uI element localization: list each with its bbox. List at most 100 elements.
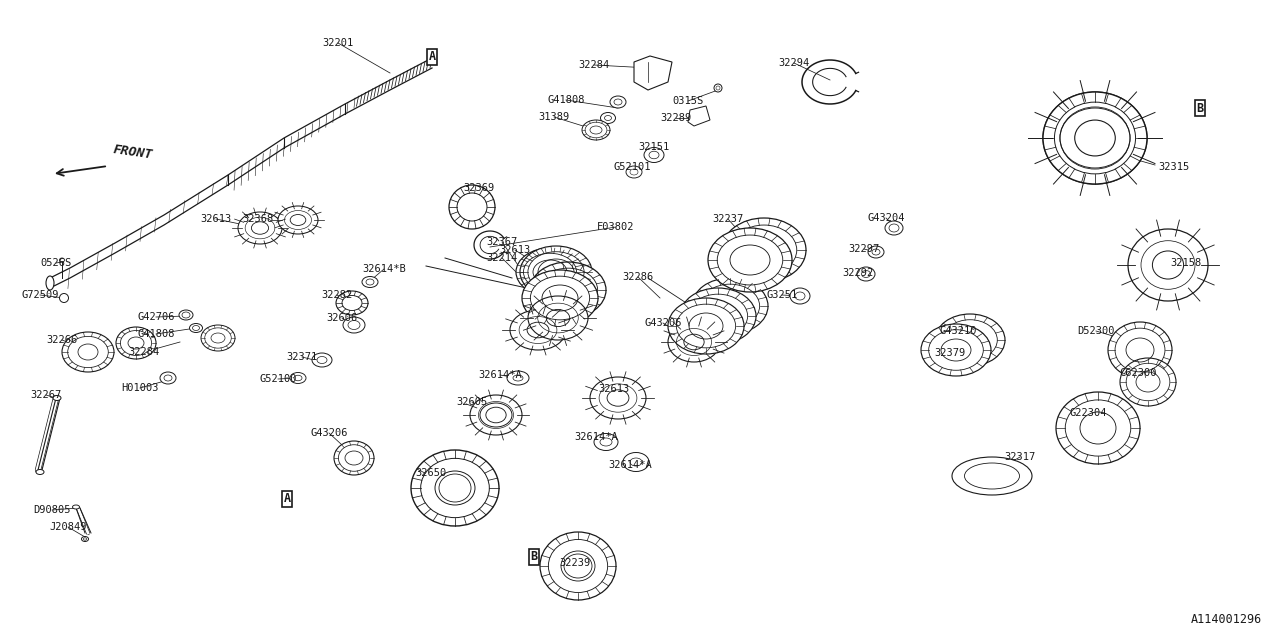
Text: A114001296: A114001296 — [1190, 613, 1262, 626]
Text: 32614*A: 32614*A — [608, 460, 652, 470]
Text: 32613: 32613 — [598, 384, 630, 394]
Ellipse shape — [1120, 358, 1176, 406]
Ellipse shape — [449, 185, 495, 229]
Text: D52300: D52300 — [1078, 326, 1115, 336]
Ellipse shape — [362, 276, 378, 287]
Text: D90805: D90805 — [33, 505, 70, 515]
Ellipse shape — [411, 450, 499, 526]
Ellipse shape — [582, 120, 611, 140]
Ellipse shape — [61, 332, 114, 372]
Polygon shape — [689, 106, 710, 126]
Ellipse shape — [714, 84, 722, 92]
Text: 32315: 32315 — [1158, 162, 1189, 172]
Ellipse shape — [335, 291, 369, 315]
Ellipse shape — [884, 221, 902, 235]
Text: 32379: 32379 — [934, 348, 965, 358]
Text: G41808: G41808 — [137, 329, 175, 339]
Ellipse shape — [238, 212, 282, 244]
Ellipse shape — [334, 441, 374, 475]
Text: 32613: 32613 — [201, 214, 232, 224]
Ellipse shape — [470, 395, 522, 435]
Ellipse shape — [36, 470, 44, 474]
Text: G43206: G43206 — [644, 318, 682, 328]
Text: 32367: 32367 — [486, 237, 517, 247]
Text: 32284: 32284 — [579, 60, 609, 70]
Text: 32292: 32292 — [842, 268, 874, 278]
Text: 32267: 32267 — [31, 390, 61, 400]
Ellipse shape — [722, 218, 806, 282]
Ellipse shape — [590, 377, 646, 419]
Ellipse shape — [668, 322, 719, 362]
Text: G43206: G43206 — [310, 428, 348, 438]
Ellipse shape — [520, 246, 591, 298]
Ellipse shape — [116, 327, 156, 359]
Text: FRONT: FRONT — [113, 143, 154, 162]
Ellipse shape — [540, 532, 616, 600]
Text: 32282: 32282 — [321, 290, 352, 300]
Text: 32614*A: 32614*A — [479, 370, 522, 380]
Text: 32605: 32605 — [457, 397, 488, 407]
Text: B: B — [1197, 102, 1203, 115]
Text: 31389: 31389 — [539, 112, 570, 122]
Ellipse shape — [73, 505, 79, 509]
Text: 0315S: 0315S — [672, 96, 704, 106]
Text: 32297: 32297 — [849, 244, 879, 254]
Text: G72509: G72509 — [22, 290, 59, 300]
Ellipse shape — [516, 248, 584, 296]
Ellipse shape — [952, 457, 1032, 495]
Text: 32614*A: 32614*A — [575, 432, 618, 442]
Text: G3251: G3251 — [767, 290, 797, 300]
Text: 32289: 32289 — [660, 113, 691, 123]
Ellipse shape — [509, 310, 566, 350]
Text: G41808: G41808 — [548, 95, 585, 105]
Text: 32317: 32317 — [1005, 452, 1036, 462]
Text: 32266: 32266 — [46, 335, 78, 345]
Ellipse shape — [708, 228, 792, 292]
Polygon shape — [634, 56, 672, 90]
Text: 32371: 32371 — [287, 352, 317, 362]
Text: G22304: G22304 — [1069, 408, 1107, 418]
Ellipse shape — [46, 276, 54, 290]
Text: G52101: G52101 — [613, 162, 650, 172]
Ellipse shape — [626, 166, 643, 178]
Text: G52100: G52100 — [260, 374, 297, 384]
Ellipse shape — [529, 296, 588, 340]
Ellipse shape — [82, 536, 88, 541]
Text: 32614*B: 32614*B — [362, 264, 406, 274]
Ellipse shape — [692, 278, 768, 334]
Ellipse shape — [160, 372, 177, 384]
Ellipse shape — [858, 267, 876, 281]
Text: 32286: 32286 — [622, 272, 654, 282]
Text: 32158: 32158 — [1170, 258, 1201, 268]
Ellipse shape — [644, 147, 664, 163]
Ellipse shape — [343, 317, 365, 333]
Ellipse shape — [1128, 229, 1208, 301]
Ellipse shape — [189, 323, 202, 333]
Ellipse shape — [59, 294, 69, 303]
Text: 32151: 32151 — [639, 142, 669, 152]
Ellipse shape — [1108, 322, 1172, 378]
Text: B: B — [530, 550, 538, 563]
Text: 32239: 32239 — [559, 558, 590, 568]
Text: A: A — [429, 51, 435, 63]
Text: 32294: 32294 — [778, 58, 810, 68]
Ellipse shape — [1043, 92, 1147, 184]
Ellipse shape — [868, 246, 884, 258]
Text: 0526S: 0526S — [41, 258, 72, 268]
Text: 32369: 32369 — [463, 183, 494, 193]
Ellipse shape — [790, 288, 810, 304]
Ellipse shape — [201, 325, 236, 351]
Ellipse shape — [623, 452, 649, 472]
Ellipse shape — [312, 353, 332, 367]
Ellipse shape — [59, 258, 64, 262]
Text: 32214: 32214 — [486, 253, 517, 263]
Text: 32201: 32201 — [323, 38, 353, 48]
Ellipse shape — [291, 372, 306, 383]
Ellipse shape — [52, 396, 61, 401]
Ellipse shape — [507, 371, 529, 385]
Text: G43204: G43204 — [868, 213, 905, 223]
Text: J20849: J20849 — [49, 522, 87, 532]
Text: 32650: 32650 — [416, 468, 447, 478]
Text: 32284: 32284 — [128, 347, 160, 357]
Ellipse shape — [1056, 392, 1140, 464]
